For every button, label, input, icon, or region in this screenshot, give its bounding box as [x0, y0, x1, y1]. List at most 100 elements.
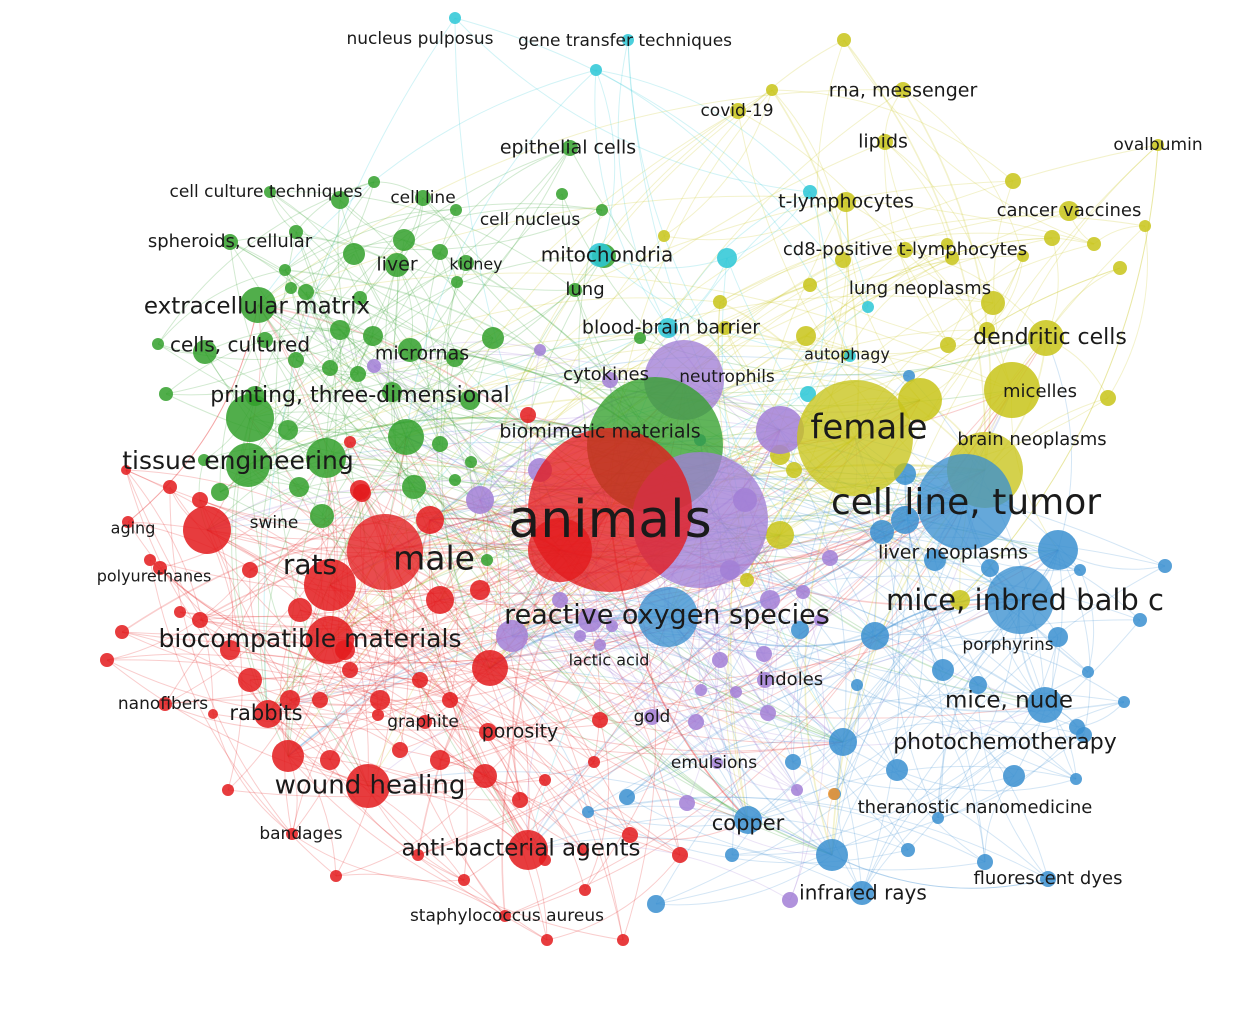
background-node: [450, 204, 462, 216]
keyword-node: [286, 828, 298, 840]
background-node: [891, 506, 919, 534]
keyword-label: gene transfer techniques: [518, 31, 732, 51]
edge-link: [289, 685, 451, 701]
edge-link: [617, 39, 669, 329]
edge-link: [257, 239, 405, 306]
background-node: [814, 614, 826, 626]
edge-link: [267, 647, 1078, 728]
keyword-node: [1152, 139, 1164, 151]
background-node: [382, 382, 402, 402]
keyword-node: [1048, 627, 1068, 647]
edge-link: [249, 297, 721, 419]
edge-link: [291, 551, 386, 835]
edge-link: [267, 559, 488, 715]
keyword-label: liver neoplasms: [878, 542, 1028, 564]
edge-link: [413, 486, 844, 743]
keyword-node: [528, 428, 692, 592]
edge-link: [767, 591, 804, 714]
background-node: [330, 870, 342, 882]
keyword-label: t-lymphocytes: [778, 191, 914, 213]
background-node: [647, 895, 665, 913]
background-node: [861, 622, 889, 650]
keyword-label: fluorescent dyes: [974, 868, 1123, 889]
edge-link: [626, 619, 1141, 798]
edge-link: [511, 635, 697, 723]
keyword-label: cells, cultured: [170, 333, 310, 357]
edge-link: [737, 110, 949, 346]
edge-link: [700, 619, 821, 691]
edge-link: [372, 255, 605, 337]
keyword-label: swine: [250, 513, 299, 533]
edge-link: [439, 147, 571, 253]
background-node: [159, 387, 173, 401]
background-node: [482, 327, 504, 349]
keyword-node: [568, 283, 582, 297]
edge-link: [329, 209, 457, 369]
edge-link: [295, 209, 603, 251]
background-node: [465, 456, 477, 468]
edge-link: [257, 304, 669, 618]
edge-link: [299, 599, 441, 619]
keyword-node: [1028, 320, 1064, 356]
keyword-label: biocompatible materials: [159, 624, 462, 653]
background-node: [331, 191, 349, 209]
keyword-label: covid-19: [700, 101, 773, 121]
keyword-node: [499, 910, 511, 922]
edge-link: [805, 237, 1053, 337]
background-node: [672, 847, 688, 863]
edge-link: [405, 295, 994, 438]
edge-link: [479, 499, 502, 669]
keyword-node: [122, 516, 134, 528]
keyword-node: [917, 454, 1013, 550]
edge-link: [275, 231, 369, 787]
keyword-label: micelles: [1003, 381, 1077, 402]
edge-link: [836, 741, 863, 894]
edge-link: [254, 395, 407, 439]
edge-link: [489, 235, 665, 669]
edge-link: [229, 501, 966, 664]
keyword-node: [385, 253, 409, 277]
edge-link: [627, 39, 781, 431]
keyword-label: mice, nude: [945, 688, 1073, 714]
edge-link: [527, 716, 653, 851]
edge-link: [599, 644, 653, 718]
edge-link: [479, 499, 798, 791]
edge-link: [335, 551, 396, 877]
edge-link: [489, 667, 631, 836]
keyword-label: cell line, tumor: [831, 482, 1101, 523]
edge-link: [439, 251, 494, 339]
edge-link: [716, 762, 798, 791]
background-node: [1113, 261, 1127, 275]
keyword-node: [797, 380, 913, 496]
keyword-label: lipids: [858, 131, 908, 153]
background-node: [368, 176, 380, 188]
background-node: [837, 33, 851, 47]
edge-link: [290, 206, 603, 289]
background-node: [121, 465, 131, 475]
edge-link: [325, 457, 613, 627]
edge-link: [891, 519, 939, 819]
edge-link: [856, 684, 1085, 739]
background-node: [622, 827, 638, 843]
background-node: [835, 252, 851, 268]
keyword-node: [734, 806, 762, 834]
background-node: [430, 750, 450, 770]
keyword-label: autophagy: [804, 345, 890, 364]
background-node: [969, 676, 987, 694]
background-node: [1100, 390, 1116, 406]
background-node: [449, 474, 461, 486]
edge-link: [626, 796, 986, 871]
edge-link: [295, 181, 375, 233]
edge-link: [329, 549, 561, 761]
edge-link: [737, 110, 966, 503]
background-node: [192, 612, 208, 628]
keyword-label: aging: [111, 519, 156, 538]
edge-link: [157, 335, 374, 361]
edge-link: [486, 559, 833, 856]
edge-link: [325, 197, 424, 459]
background-node: [472, 650, 508, 686]
edge-link: [683, 210, 1070, 381]
keyword-label: infrared rays: [799, 881, 927, 905]
edge-link: [295, 357, 456, 374]
background-node: [590, 64, 602, 76]
